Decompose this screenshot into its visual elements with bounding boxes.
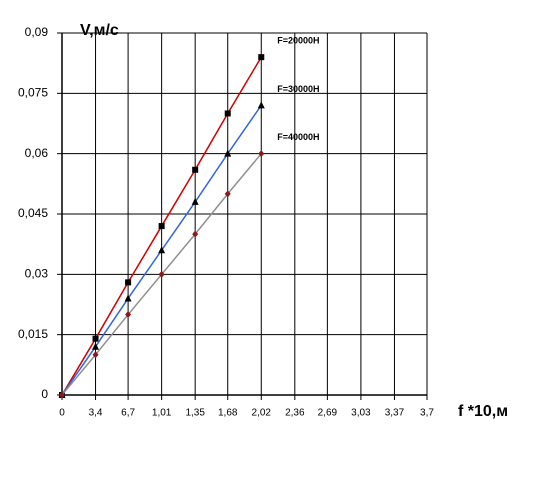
x-tick-label: 2,69	[318, 408, 338, 419]
x-axis-title: f *10,м	[458, 403, 508, 420]
x-tick-label: 2,02	[252, 408, 272, 419]
y-axis-title: V,м/с	[80, 22, 119, 39]
marker	[224, 110, 231, 117]
y-tick-label: 0,03	[25, 267, 49, 281]
x-tick-label: 3,7	[420, 408, 434, 419]
marker	[158, 246, 166, 254]
x-tick-label: 3,03	[351, 408, 371, 419]
y-tick-label: 0,06	[25, 146, 49, 160]
marker	[125, 279, 132, 286]
marker	[258, 54, 265, 61]
series-label: F=20000H	[277, 36, 319, 46]
series-label: F=30000H	[277, 84, 319, 94]
marker	[59, 391, 65, 399]
marker	[158, 270, 165, 278]
y-tick-label: 0	[41, 387, 48, 401]
marker	[92, 342, 100, 350]
marker	[192, 166, 199, 173]
marker	[191, 197, 199, 205]
y-tick-label: 0,09	[25, 25, 49, 39]
series-label: F=40000H	[277, 132, 319, 142]
y-tick-label: 0,045	[18, 206, 48, 220]
y-tick-label: 0,075	[18, 86, 48, 100]
x-tick-label: 2,36	[285, 408, 305, 419]
x-tick-label: 1,68	[218, 408, 238, 419]
marker	[257, 101, 265, 109]
marker	[224, 149, 232, 157]
marker	[258, 150, 265, 158]
x-tick-label: 3,37	[385, 408, 405, 419]
marker	[158, 223, 165, 230]
x-tick-label: 0	[59, 408, 65, 419]
marker	[224, 190, 231, 198]
marker	[192, 230, 199, 238]
marker	[125, 311, 132, 319]
x-tick-label: 1,01	[152, 408, 172, 419]
x-tick-label: 3,4	[89, 408, 103, 419]
marker	[92, 351, 99, 359]
marker	[92, 335, 99, 342]
x-tick-label: 6,7	[121, 408, 135, 419]
marker	[124, 294, 132, 302]
y-tick-label: 0,015	[18, 327, 48, 341]
x-tick-label: 1,35	[185, 408, 205, 419]
